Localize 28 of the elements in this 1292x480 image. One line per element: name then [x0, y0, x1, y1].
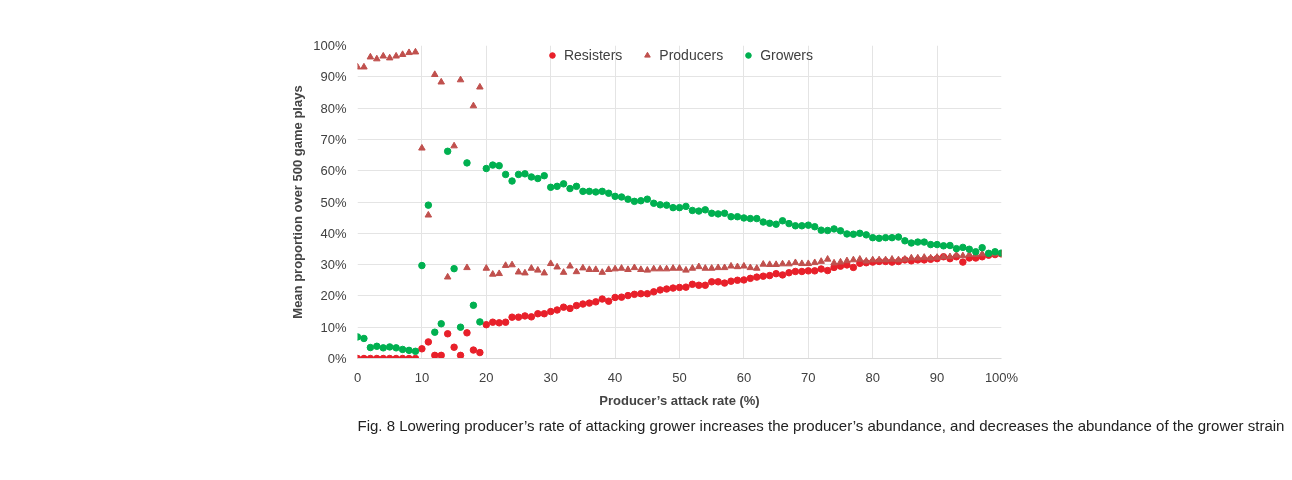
- y-tick-label: 80%: [320, 100, 347, 116]
- x-tick-label: 50: [672, 369, 687, 385]
- y-tick-label: 20%: [320, 288, 347, 304]
- x-tick-label: 100%: [984, 369, 1019, 385]
- y-tick-label: 70%: [320, 131, 347, 147]
- y-tick-label: 10%: [320, 319, 347, 335]
- y-tick-label: 40%: [320, 225, 347, 241]
- x-tick-label: 60: [736, 369, 752, 385]
- x-tick-label: 30: [543, 369, 558, 385]
- x-axis-title: Producer’s attack rate (%): [599, 392, 760, 408]
- caption: Fig. 8 Lowering producer’s rate of attacking grower increases the producer’s abundance, and decreases the abundance of the grower strain: [357, 416, 1285, 434]
- x-tick-label: 10: [414, 369, 430, 385]
- legend-label: Resisters: [563, 47, 623, 63]
- x-tick-label: 20: [479, 369, 494, 385]
- x-tick-label: 80: [865, 369, 880, 385]
- y-tick-label: 90%: [320, 69, 347, 85]
- y-tick-label: 60%: [320, 163, 347, 179]
- x-tick-label: 70: [801, 369, 816, 385]
- x-tick-label: 0: [353, 369, 362, 385]
- y-tick-label: 100%: [313, 38, 347, 53]
- legend-label: Growers: [760, 47, 814, 63]
- x-tick-label: 90: [929, 369, 945, 385]
- y-tick-label: 50%: [320, 194, 347, 210]
- legend-label: Producers: [659, 47, 724, 63]
- y-tick-label: 0%: [327, 351, 347, 366]
- y-axis-title: Mean proportion over 500 game plays: [290, 85, 306, 319]
- x-tick-label: 40: [607, 369, 623, 385]
- y-tick-label: 30%: [320, 257, 347, 273]
